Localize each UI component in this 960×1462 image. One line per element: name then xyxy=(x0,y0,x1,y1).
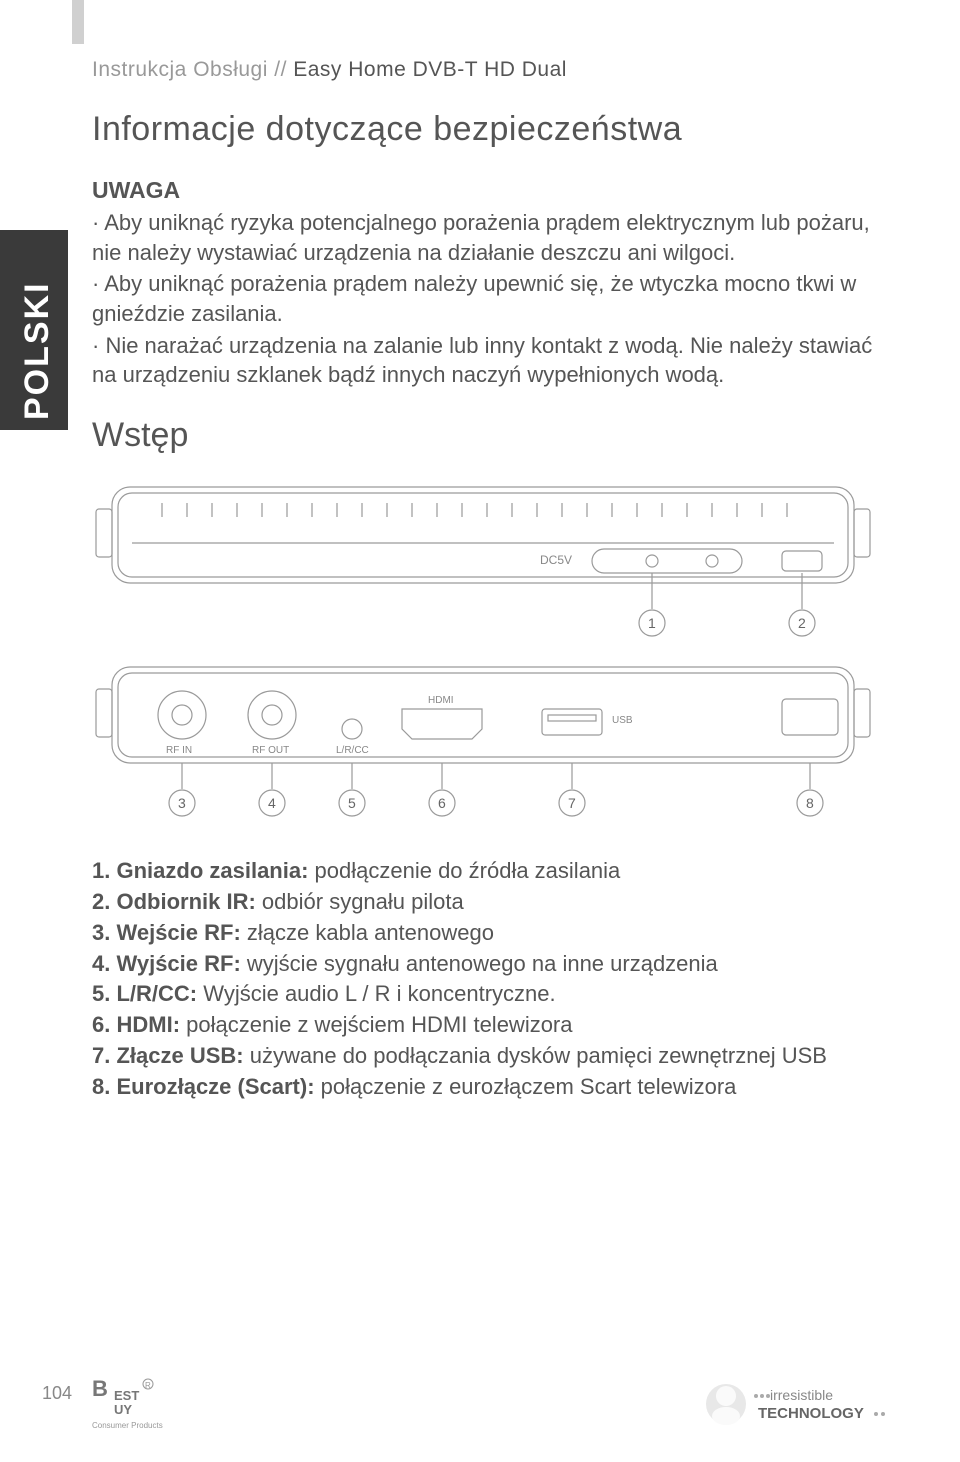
port-list: 1. Gniazdo zasilania: podłączenie do źró… xyxy=(92,856,882,1102)
list-item: 7. Złącze USB: używane do podłączania dy… xyxy=(92,1041,882,1072)
port-lrcc: L/R/CC xyxy=(336,745,369,756)
port-usb: USB xyxy=(612,715,633,726)
callout-5: 5 xyxy=(348,795,356,811)
svg-text:UY: UY xyxy=(114,1402,132,1417)
svg-text:irresistible: irresistible xyxy=(770,1387,833,1403)
list-item: 6. HDMI: połączenie z wejściem HDMI tele… xyxy=(92,1010,882,1041)
list-item: 3. Wejście RF: złącze kabla antenowego xyxy=(92,918,882,949)
diagram-top-view: DC5V 1 2 xyxy=(92,479,874,649)
callout-2: 2 xyxy=(798,615,806,631)
bullet: · Nie narażać urządzenia na zalanie lub … xyxy=(92,331,882,390)
page-number: 104 xyxy=(42,1383,72,1404)
header-grey: Instrukcja Obsługi // xyxy=(92,58,293,81)
svg-text:Consumer Products: Consumer Products xyxy=(92,1421,163,1430)
diagram-back-view: RF IN RF OUT L/R/CC HDMI USB 3 4 5 6 7 8 xyxy=(92,659,874,834)
page-content: Informacje dotyczące bezpieczeństwa UWAG… xyxy=(92,110,882,1103)
svg-text:R: R xyxy=(145,1381,151,1390)
warning-label: UWAGA xyxy=(92,177,882,204)
safety-bullets: · Aby uniknąć ryzyka potencjalnego poraż… xyxy=(92,208,882,390)
list-item: 5. L/R/CC: Wyjście audio L / R i koncent… xyxy=(92,979,882,1010)
callout-1: 1 xyxy=(648,615,656,631)
safety-title: Informacje dotyczące bezpieczeństwa xyxy=(92,110,882,149)
port-rfin: RF IN xyxy=(166,745,192,756)
dc-label: DC5V xyxy=(540,553,572,567)
callout-8: 8 xyxy=(806,795,814,811)
port-rfout: RF OUT xyxy=(252,745,289,756)
callout-7: 7 xyxy=(568,795,576,811)
intro-heading: Wstęp xyxy=(92,416,882,455)
callout-3: 3 xyxy=(178,795,186,811)
top-accent-bar xyxy=(72,0,84,44)
bullet: · Aby uniknąć ryzyka potencjalnego poraż… xyxy=(92,208,882,267)
callout-6: 6 xyxy=(438,795,446,811)
port-hdmi: HDMI xyxy=(428,695,454,706)
callout-4: 4 xyxy=(268,795,276,811)
footer-logo-bestbuy: B EST UY Consumer Products R xyxy=(92,1376,182,1432)
header-breadcrumb: Instrukcja Obsługi // Easy Home DVB-T HD… xyxy=(92,58,567,82)
list-item: 2. Odbiornik IR: odbiór sygnału pilota xyxy=(92,887,882,918)
svg-text:EST: EST xyxy=(114,1388,139,1403)
bullet: · Aby uniknąć porażenia prądem należy up… xyxy=(92,269,882,328)
footer-logo-irresistible: irresistible TECHNOLOGY xyxy=(700,1376,900,1432)
list-item: 4. Wyjście RF: wyjście sygnału antenoweg… xyxy=(92,949,882,980)
header-product: Easy Home DVB-T HD Dual xyxy=(293,58,567,81)
list-item: 8. Eurozłącze (Scart): połączenie z euro… xyxy=(92,1072,882,1103)
svg-text:TECHNOLOGY: TECHNOLOGY xyxy=(758,1405,864,1422)
svg-text:B: B xyxy=(92,1376,108,1401)
list-item: 1. Gniazdo zasilania: podłączenie do źró… xyxy=(92,856,882,887)
language-tab-label: POLSKI xyxy=(18,281,57,420)
